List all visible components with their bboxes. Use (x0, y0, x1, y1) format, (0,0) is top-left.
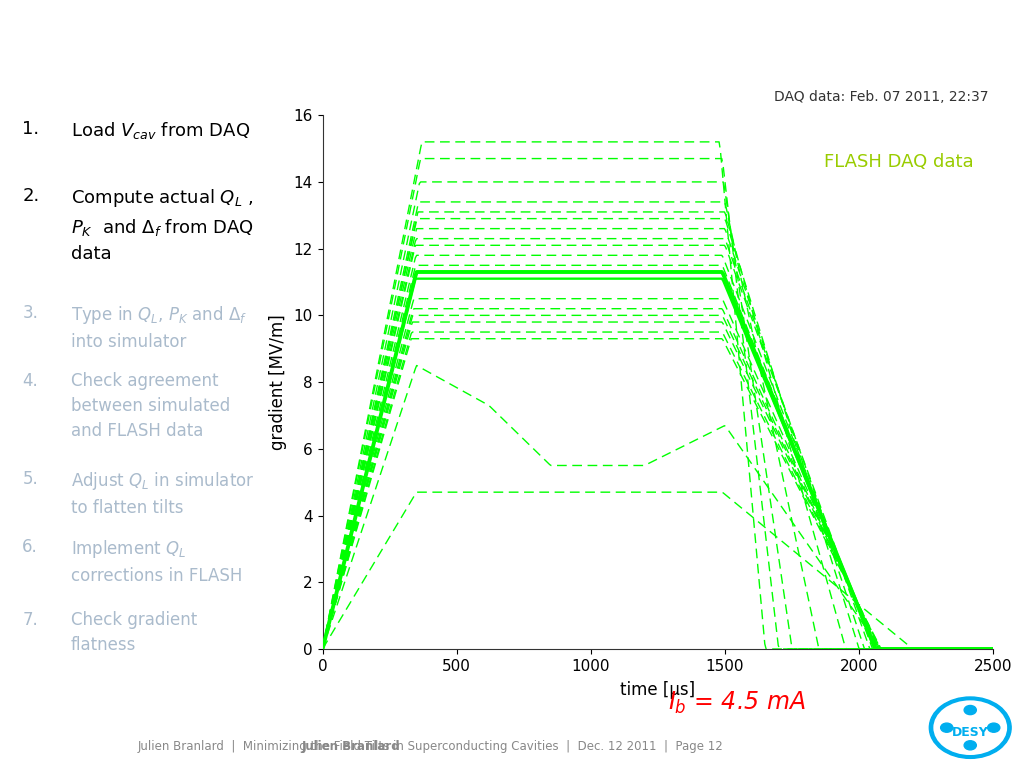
Text: Julien Branlard: Julien Branlard (302, 740, 400, 753)
Text: Check gradient
flatness: Check gradient flatness (71, 611, 197, 654)
Text: DAQ data: Feb. 07 2011, 22:37: DAQ data: Feb. 07 2011, 22:37 (774, 90, 988, 104)
Circle shape (965, 740, 976, 750)
Circle shape (941, 723, 952, 732)
Text: Julien Branlard  |  Minimizing the Field Tilts in Superconducting Cavities  |  D: Julien Branlard | Minimizing the Field T… (137, 740, 723, 753)
Text: Adjust $\mathit{Q}_L$ in simulator
to flatten tilts: Adjust $\mathit{Q}_L$ in simulator to fl… (71, 470, 254, 517)
Text: Type in $\mathit{Q}_L$, $\mathit{P}_K$ and $\Delta_f$
into simulator: Type in $\mathit{Q}_L$, $\mathit{P}_K$ a… (71, 304, 247, 351)
Text: 2.: 2. (23, 187, 40, 205)
Text: 5.: 5. (23, 470, 38, 488)
Text: 6.: 6. (23, 538, 38, 555)
Text: DESY: DESY (952, 727, 988, 740)
Circle shape (932, 699, 1009, 756)
Text: Load $\mathit{V}_{cav}$ from DAQ: Load $\mathit{V}_{cav}$ from DAQ (71, 120, 250, 141)
Text: 4.: 4. (23, 372, 38, 389)
Text: Implement $\mathit{Q}_L$
corrections in FLASH: Implement $\mathit{Q}_L$ corrections in … (71, 538, 242, 584)
Text: Compute actual $\mathit{Q}_L$ ,
$\mathit{P}_K$  and $\Delta_f$ from DAQ
data: Compute actual $\mathit{Q}_L$ , $\mathit… (71, 187, 254, 263)
Text: 3.: 3. (23, 304, 38, 322)
Text: 7.: 7. (23, 611, 38, 629)
X-axis label: time [µs]: time [µs] (621, 680, 695, 699)
Text: Check agreement
between simulated
and FLASH data: Check agreement between simulated and FL… (71, 372, 230, 440)
Circle shape (987, 723, 999, 732)
Text: $\mathit{I}_b$ = 4.5 mA: $\mathit{I}_b$ = 4.5 mA (669, 690, 806, 716)
Text: 1.: 1. (23, 120, 40, 137)
Circle shape (930, 697, 1011, 758)
Text: FLASH DAQ data: FLASH DAQ data (823, 153, 973, 170)
Y-axis label: gradient [MV/m]: gradient [MV/m] (268, 314, 287, 450)
Circle shape (965, 706, 976, 714)
Text: II. Calibration procedure: II. Calibration procedure (26, 30, 485, 63)
